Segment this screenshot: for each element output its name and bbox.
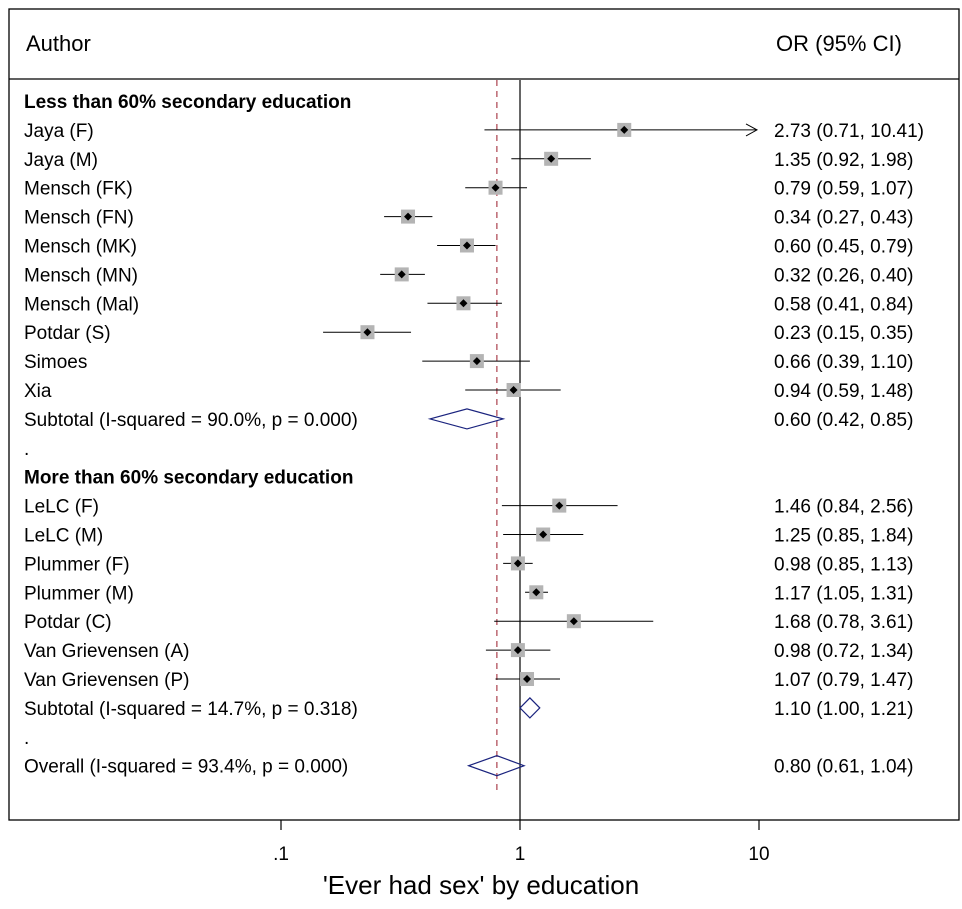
pooled-diamond bbox=[427, 408, 506, 430]
estimate-text: 0.60 (0.45, 0.79) bbox=[774, 237, 913, 258]
estimate-text: 1.46 (0.84, 2.56) bbox=[774, 497, 913, 518]
study-label: Jaya (F) bbox=[24, 121, 94, 142]
study-label: Potdar (S) bbox=[24, 323, 111, 344]
study-label: Van Grievensen (A) bbox=[24, 641, 189, 662]
group-heading: More than 60% secondary education bbox=[24, 468, 353, 489]
study-label: Potdar (C) bbox=[24, 612, 112, 633]
study-label: Xia bbox=[24, 381, 52, 402]
point-estimate bbox=[509, 386, 518, 394]
study-label: Mensch (Mal) bbox=[24, 294, 139, 315]
x-axis-title: 'Ever had sex' by education bbox=[323, 870, 639, 900]
estimate-text: 1.07 (0.79, 1.47) bbox=[774, 670, 913, 691]
estimate-text: 1.68 (0.78, 3.61) bbox=[774, 612, 913, 633]
study-label: Jaya (M) bbox=[24, 150, 98, 171]
point-estimate bbox=[620, 125, 629, 134]
point-estimate bbox=[513, 559, 522, 568]
ci-arrow bbox=[745, 123, 759, 137]
spacer-dot: . bbox=[24, 728, 29, 749]
study-label: Mensch (MK) bbox=[24, 237, 137, 258]
subtotal-label: Overall (I-squared = 93.4%, p = 0.000) bbox=[24, 757, 348, 778]
point-estimate bbox=[523, 675, 532, 683]
study-label: Mensch (FK) bbox=[24, 179, 133, 200]
estimate-text: 0.94 (0.59, 1.48) bbox=[774, 381, 913, 402]
point-estimate bbox=[569, 617, 578, 626]
estimate-text: 0.66 (0.39, 1.10) bbox=[774, 352, 913, 373]
estimate-text: 0.80 (0.61, 1.04) bbox=[774, 757, 913, 778]
pooled-diamond bbox=[466, 755, 526, 777]
point-estimate bbox=[472, 357, 481, 366]
estimate-text: 1.17 (1.05, 1.31) bbox=[774, 583, 913, 604]
x-axis: .1 1 10 bbox=[273, 820, 770, 865]
study-label: Simoes bbox=[24, 352, 87, 373]
header-or-ci: OR (95% CI) bbox=[776, 31, 902, 56]
point-estimate bbox=[462, 241, 471, 250]
estimate-text: 0.79 (0.59, 1.07) bbox=[774, 179, 913, 200]
estimate-text: 1.35 (0.92, 1.98) bbox=[774, 150, 913, 171]
study-label: Plummer (F) bbox=[24, 554, 130, 575]
estimate-text: 0.98 (0.72, 1.34) bbox=[774, 641, 913, 662]
forest-rows: Less than 60% secondary education Jaya (F… bbox=[24, 92, 924, 778]
reference-lines bbox=[496, 80, 521, 820]
estimate-text: 0.60 (0.42, 0.85) bbox=[774, 410, 913, 431]
study-label: LeLC (F) bbox=[24, 497, 99, 518]
point-estimate bbox=[363, 328, 372, 337]
estimate-text: 1.10 (1.00, 1.21) bbox=[774, 699, 913, 720]
estimate-text: 0.32 (0.26, 0.40) bbox=[774, 265, 913, 286]
estimate-text: 2.73 (0.71, 10.41) bbox=[774, 121, 924, 142]
estimate-text: 0.58 (0.41, 0.84) bbox=[774, 294, 913, 315]
subtotal-label: Subtotal (I-squared = 90.0%, p = 0.000) bbox=[24, 410, 358, 431]
estimate-text: 0.34 (0.27, 0.43) bbox=[774, 208, 913, 229]
point-estimate bbox=[532, 588, 541, 597]
study-label: Plummer (M) bbox=[24, 583, 134, 604]
x-tick-label: 1 bbox=[515, 844, 526, 865]
pooled-diamond bbox=[519, 697, 541, 719]
estimate-text: 0.98 (0.85, 1.13) bbox=[774, 554, 913, 575]
x-tick-label: .1 bbox=[273, 844, 289, 865]
header-author: Author bbox=[26, 31, 91, 56]
plot-frame bbox=[8, 8, 960, 821]
study-label: Mensch (FN) bbox=[24, 208, 134, 229]
study-label: LeLC (M) bbox=[24, 526, 103, 547]
point-estimate bbox=[513, 646, 522, 655]
point-estimate bbox=[404, 212, 413, 221]
point-estimate bbox=[397, 270, 406, 279]
group-heading: Less than 60% secondary education bbox=[24, 92, 351, 113]
study-label: Van Grievensen (P) bbox=[24, 670, 189, 691]
subtotal-label: Subtotal (I-squared = 14.7%, p = 0.318) bbox=[24, 699, 358, 720]
x-tick-label: 10 bbox=[748, 844, 769, 865]
point-estimate bbox=[491, 183, 500, 192]
point-estimate bbox=[539, 530, 548, 539]
point-estimate bbox=[547, 154, 556, 163]
point-estimate bbox=[555, 501, 564, 510]
estimate-text: 1.25 (0.85, 1.84) bbox=[774, 526, 913, 547]
study-label: Mensch (MN) bbox=[24, 265, 138, 286]
spacer-dot: . bbox=[24, 439, 29, 460]
point-estimate bbox=[459, 299, 468, 308]
estimate-text: 0.23 (0.15, 0.35) bbox=[774, 323, 913, 344]
